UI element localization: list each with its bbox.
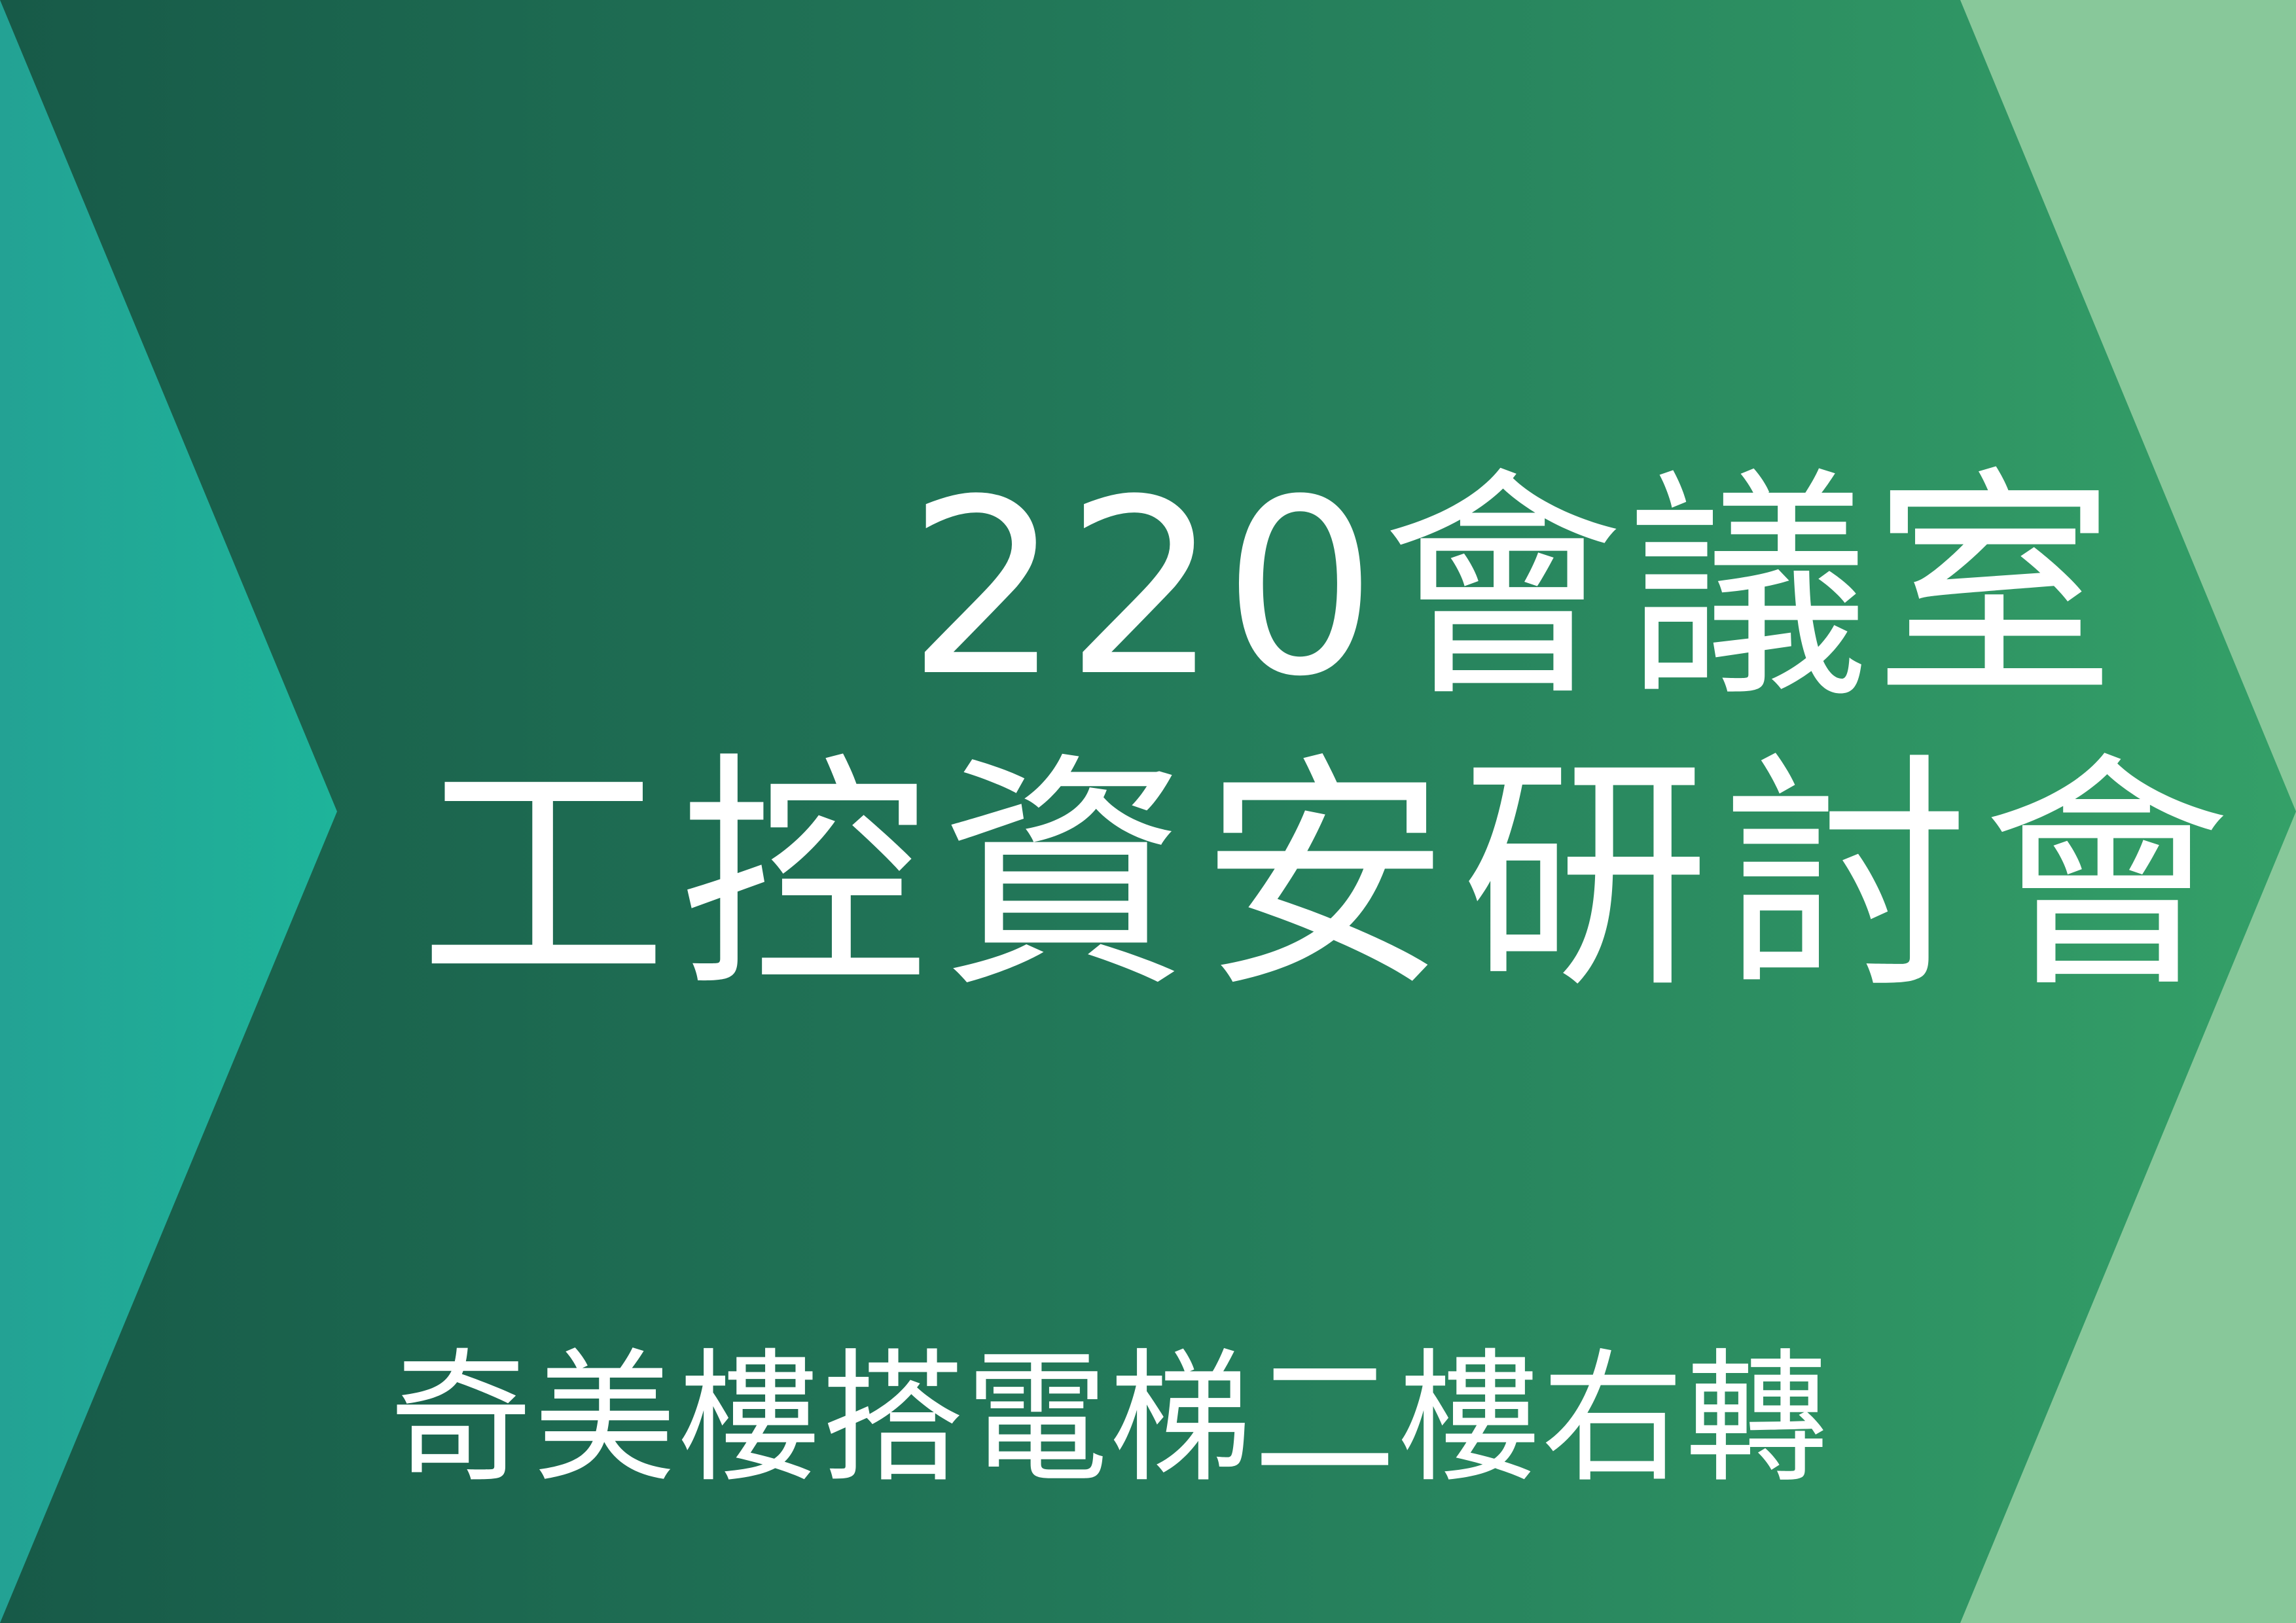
left-chevron-shape [0,0,337,1623]
right-chevron-panel [1960,0,2296,1623]
directions-text: 奇美樓搭電梯二樓右轉 [389,1336,1829,1502]
room-title: 220會議室 [906,448,2119,730]
event-title: 工控資安研討會 [419,732,2242,1022]
